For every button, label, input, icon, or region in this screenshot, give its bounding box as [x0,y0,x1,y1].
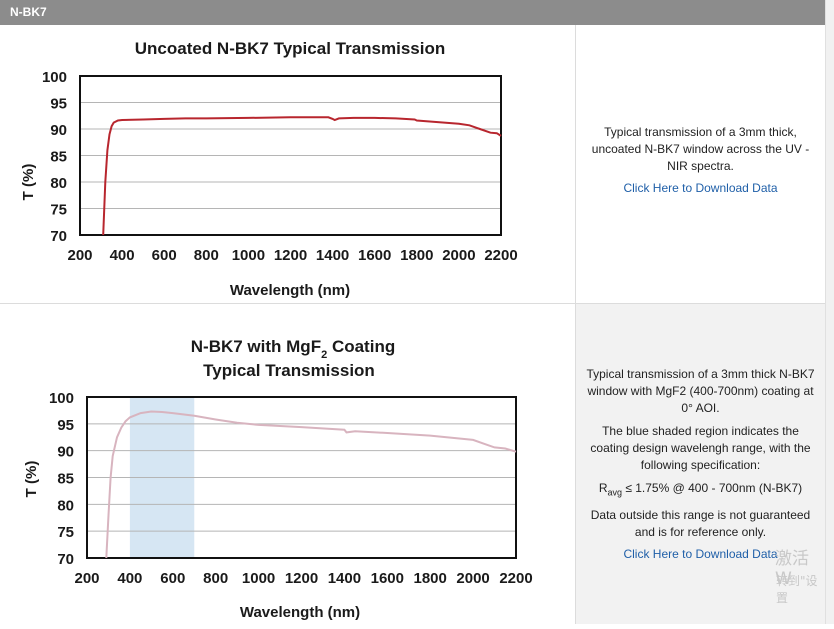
plot-frame [79,75,502,236]
y-tick-label: 95 [50,96,67,113]
x-tick-label: 2000 [442,247,475,264]
y-tick-label: 90 [57,444,74,461]
x-tick-label: 2200 [484,247,517,264]
y-axis-label: T (%) [23,461,40,498]
chart-mgf2: N-BK7 with MgF2 Coating Typical Transmis… [23,337,533,621]
chart-cell-mgf2: N-BK7 with MgF2 Coating Typical Transmis… [0,304,575,624]
activation-watermark-line2: 转到"设置 [776,574,818,605]
description-cell-uncoated: Typical transmission of a 3mm thick, unc… [575,25,825,303]
transmission-line [102,116,502,236]
x-tick-label: 400 [110,247,135,264]
y-tick-label: 95 [57,417,74,434]
y-tick-label: 75 [57,524,74,541]
x-tick-label: 1200 [285,570,318,587]
product-row-uncoated: Uncoated N-BK7 Typical Transmission 200 4… [0,25,825,304]
disclaimer-text: Data outside this range is not guarantee… [590,508,811,540]
description-text: Typical transmission of a 3mm thick N-BK… [586,367,815,415]
page-scrollbar[interactable] [825,0,834,624]
product-row-mgf2: N-BK7 with MgF2 Coating Typical Transmis… [0,304,825,624]
chart-title-line1: N-BK7 with MgF2 Coating [191,337,395,361]
chart-uncoated: Uncoated N-BK7 Typical Transmission 200 4… [20,39,518,299]
spec-text: Ravg ≤ 1.75% @ 400 - 700nm (N-BK7) [598,481,803,498]
y-tick-label: 70 [57,551,74,568]
x-tick-label: 600 [160,570,185,587]
x-tick-label: 400 [117,570,142,587]
x-axis-label: Wavelength (nm) [230,282,350,299]
y-tick-label: 100 [42,69,67,86]
y-tick-label: 80 [57,497,74,514]
x-tick-label: 1000 [242,570,275,587]
y-tick-label: 85 [57,471,74,488]
chart-cell-uncoated: Uncoated N-BK7 Typical Transmission 200 4… [0,25,575,303]
x-tick-label: 2200 [499,570,532,587]
download-data-link[interactable]: Click Here to Download Data [623,547,778,562]
description-cell-mgf2: Typical transmission of a 3mm thick N-BK… [575,304,825,624]
x-tick-label: 1000 [232,247,265,264]
y-tick-label: 90 [50,122,67,139]
x-tick-label: 1800 [414,570,447,587]
coating-range-text: The blue shaded region indicates the coa… [590,424,811,472]
y-tick-label: 75 [50,202,67,219]
y-tick-label: 100 [49,390,74,407]
x-tick-label: 1200 [274,247,307,264]
x-tick-label: 1400 [328,570,361,587]
chart-title: Uncoated N-BK7 Typical Transmission [135,39,445,58]
transmission-line [105,410,517,559]
chart-title-line2: Typical Transmission [203,361,375,380]
y-tick-label: 70 [50,228,67,245]
y-axis-label: T (%) [20,164,37,201]
x-tick-label: 1800 [400,247,433,264]
y-tick-label: 80 [50,175,67,192]
x-tick-label: 600 [152,247,177,264]
y-tick-label: 85 [50,149,67,166]
activation-watermark-line1: 激活 W [775,549,809,589]
x-tick-label: 800 [194,247,219,264]
section-header: N-BK7 [0,0,825,25]
section-title: N-BK7 [10,5,47,19]
plot-frame [86,396,517,559]
x-tick-label: 1600 [358,247,391,264]
x-tick-label: 200 [74,570,99,587]
x-tick-label: 800 [203,570,228,587]
x-tick-label: 200 [67,247,92,264]
description-text: Typical transmission of a 3mm thick, unc… [591,125,810,173]
download-data-link[interactable]: Click Here to Download Data [623,181,778,195]
x-tick-label: 1600 [371,570,404,587]
x-tick-label: 2000 [456,570,489,587]
x-axis-label: Wavelength (nm) [240,604,360,621]
x-tick-label: 1400 [316,247,349,264]
